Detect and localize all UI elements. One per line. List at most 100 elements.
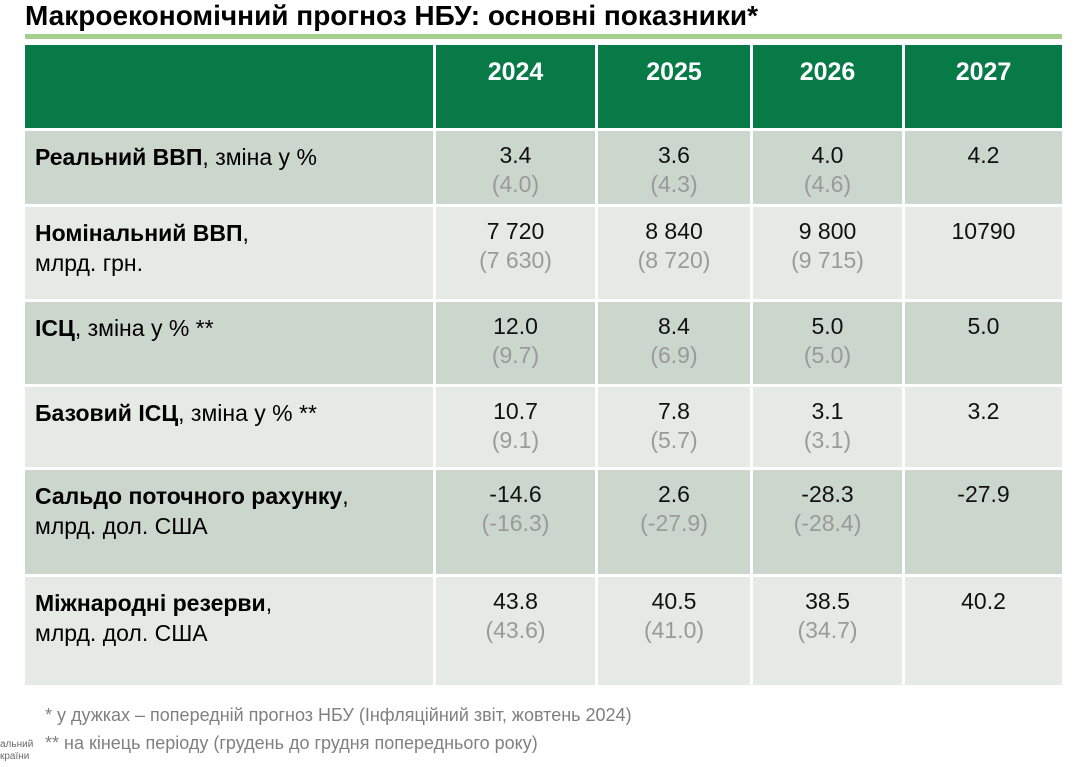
logo-line-1: альний bbox=[0, 739, 34, 750]
cell-real-gdp-2024: 3.4 (4.0) bbox=[436, 131, 595, 204]
value: 10.7 bbox=[493, 398, 538, 424]
value: 8.4 bbox=[658, 313, 690, 339]
row-label-bold: Номінальний ВВП bbox=[35, 220, 243, 246]
nbu-logo-text-fragment: альний країни bbox=[0, 739, 33, 763]
value: 4.2 bbox=[967, 142, 1000, 168]
row-label-real-gdp: Реальний ВВП, зміна у % bbox=[25, 131, 433, 204]
row-label-bold: Базовий ІСЦ bbox=[35, 400, 179, 426]
value: 43.8 bbox=[493, 588, 538, 614]
page-title: Макроекономічний прогноз НБУ: основні по… bbox=[25, 0, 759, 31]
value: -27.9 bbox=[957, 481, 1010, 507]
cell-core-cpi-2024: 10.7 (9.1) bbox=[436, 387, 595, 467]
row-label-rest: , bbox=[265, 590, 273, 616]
cell-nominal-gdp-2024: 7 720 (7 630) bbox=[436, 207, 595, 299]
row-label-rest: , зміна у % bbox=[202, 144, 317, 170]
value: 10790 bbox=[951, 218, 1016, 244]
previous-forecast: (4.0) bbox=[491, 171, 540, 197]
row-label-bold: ІСЦ bbox=[35, 315, 75, 341]
cell-current-account-2024: -14.6 (-16.3) bbox=[436, 470, 595, 574]
previous-forecast: (-28.4) bbox=[793, 510, 862, 536]
row-label-line2: млрд. дол. США bbox=[35, 513, 208, 539]
cell-current-account-2027: -27.9 bbox=[905, 470, 1062, 574]
previous-forecast: (5.7) bbox=[650, 427, 698, 453]
value: 9 800 bbox=[798, 218, 857, 244]
value: 7 720 bbox=[486, 218, 545, 244]
cell-current-account-2025: 2.6 (-27.9) bbox=[598, 470, 750, 574]
value: 3.1 bbox=[811, 398, 844, 424]
year-header-2025: 2025 bbox=[598, 45, 750, 128]
value: 40.2 bbox=[961, 588, 1006, 614]
value: 40.5 bbox=[651, 588, 697, 614]
value: 8 840 bbox=[645, 218, 703, 244]
value: 5.0 bbox=[811, 313, 844, 339]
previous-forecast: (8 720) bbox=[637, 247, 711, 273]
title-underline bbox=[25, 34, 1062, 39]
previous-forecast: (5.0) bbox=[803, 342, 852, 368]
value: 3.4 bbox=[499, 142, 532, 168]
row-label-nominal-gdp: Номінальний ВВП, млрд. грн. bbox=[25, 207, 433, 299]
value: -14.6 bbox=[489, 481, 542, 507]
cell-reserves-2024: 43.8 (43.6) bbox=[436, 577, 595, 685]
cell-cpi-2027: 5.0 bbox=[905, 302, 1062, 384]
cell-core-cpi-2027: 3.2 bbox=[905, 387, 1062, 467]
year-header-2026: 2026 bbox=[753, 45, 902, 128]
cell-nominal-gdp-2026: 9 800 (9 715) bbox=[753, 207, 902, 299]
row-label-rest: , bbox=[342, 483, 349, 509]
previous-forecast: (7 630) bbox=[479, 247, 552, 273]
row-label-current-account: Сальдо поточного рахунку, млрд. дол. США bbox=[25, 470, 433, 574]
value: 38.5 bbox=[805, 588, 850, 614]
forecast-table: 2024 2025 2026 2027 Реальний ВВП, зміна … bbox=[25, 45, 1062, 685]
cell-cpi-2025: 8.4 (6.9) bbox=[598, 302, 750, 384]
value: 3.2 bbox=[967, 398, 1000, 424]
row-label-bold: Міжнародні резерви bbox=[35, 590, 266, 616]
cell-core-cpi-2026: 3.1 (3.1) bbox=[753, 387, 902, 467]
cell-core-cpi-2025: 7.8 (5.7) bbox=[598, 387, 750, 467]
row-label-cpi: ІСЦ, зміна у % ** bbox=[25, 302, 433, 384]
previous-forecast: (3.1) bbox=[803, 427, 852, 453]
cell-reserves-2026: 38.5 (34.7) bbox=[753, 577, 902, 685]
previous-forecast: (43.6) bbox=[485, 617, 546, 643]
row-label-core-cpi: Базовий ІСЦ, зміна у % ** bbox=[25, 387, 433, 467]
cell-nominal-gdp-2027: 10790 bbox=[905, 207, 1062, 299]
row-label-reserves: Міжнародні резерви, млрд. дол. США bbox=[25, 577, 433, 685]
previous-forecast: (4.3) bbox=[650, 171, 698, 197]
value: 12.0 bbox=[493, 313, 538, 339]
previous-forecast: (4.6) bbox=[803, 171, 852, 197]
value: -28.3 bbox=[801, 481, 854, 507]
row-label-bold: Реальний ВВП bbox=[35, 144, 203, 170]
previous-forecast: (9.7) bbox=[491, 342, 540, 368]
value: 5.0 bbox=[967, 313, 1000, 339]
previous-forecast: (-16.3) bbox=[481, 510, 550, 536]
cell-real-gdp-2027: 4.2 bbox=[905, 131, 1062, 204]
cell-current-account-2026: -28.3 (-28.4) bbox=[753, 470, 902, 574]
value: 7.8 bbox=[658, 398, 690, 424]
previous-forecast: (6.9) bbox=[650, 342, 698, 368]
previous-forecast: (41.0) bbox=[643, 617, 705, 643]
row-label-line2: млрд. грн. bbox=[35, 250, 143, 276]
year-header-2024: 2024 bbox=[436, 45, 595, 128]
row-label-rest: , зміна у % ** bbox=[178, 400, 317, 426]
row-label-line2: млрд. дол. США bbox=[35, 620, 208, 646]
cell-cpi-2026: 5.0 (5.0) bbox=[753, 302, 902, 384]
previous-forecast: (9 715) bbox=[791, 247, 864, 273]
row-label-rest: , зміна у % ** bbox=[74, 315, 214, 341]
footnotes: * у дужках – попередній прогноз НБУ (Інф… bbox=[45, 701, 632, 757]
cell-cpi-2024: 12.0 (9.7) bbox=[436, 302, 595, 384]
cell-reserves-2027: 40.2 bbox=[905, 577, 1062, 685]
table-corner-cell bbox=[25, 45, 433, 128]
row-label-rest: , bbox=[242, 220, 249, 246]
cell-nominal-gdp-2025: 8 840 (8 720) bbox=[598, 207, 750, 299]
value: 2.6 bbox=[658, 481, 690, 507]
footnote-1: * у дужках – попередній прогноз НБУ (Інф… bbox=[45, 705, 632, 725]
previous-forecast: (9.1) bbox=[491, 427, 540, 453]
value: 4.0 bbox=[811, 142, 844, 168]
logo-line-2: країни bbox=[0, 751, 30, 762]
previous-forecast: (34.7) bbox=[797, 617, 858, 643]
year-header-2027: 2027 bbox=[905, 45, 1062, 128]
value: 3.6 bbox=[658, 142, 690, 168]
cell-real-gdp-2025: 3.6 (4.3) bbox=[598, 131, 750, 204]
previous-forecast: (-27.9) bbox=[640, 510, 708, 536]
cell-real-gdp-2026: 4.0 (4.6) bbox=[753, 131, 902, 204]
footnote-2: ** на кінець періоду (грудень до грудня … bbox=[45, 733, 538, 753]
